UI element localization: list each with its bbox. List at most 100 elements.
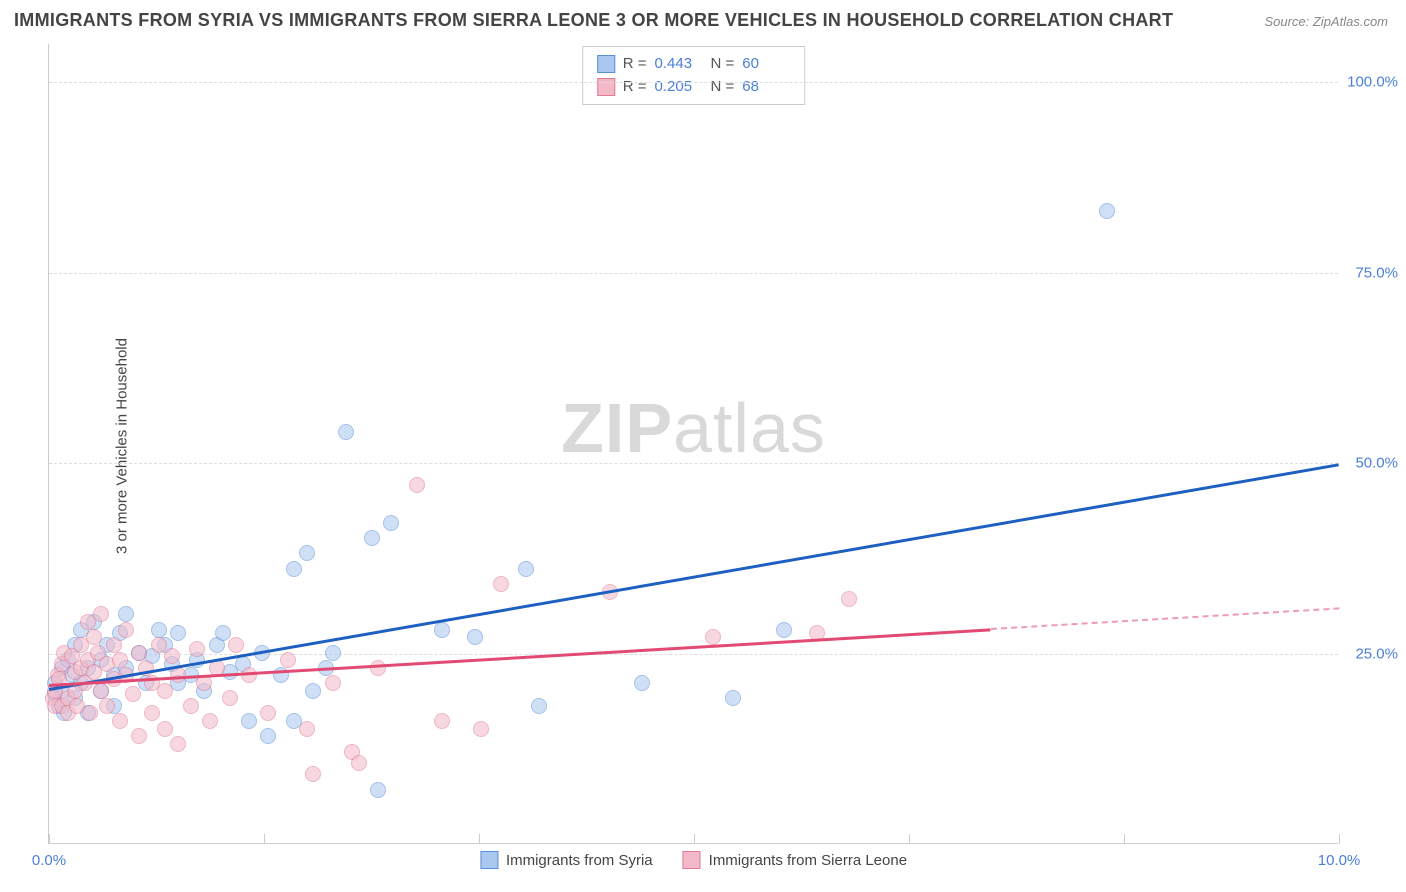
data-point (705, 629, 721, 645)
data-point (409, 477, 425, 493)
data-point (241, 667, 257, 683)
n-value: 68 (742, 76, 790, 99)
x-tick (694, 834, 695, 844)
trend-line-extrapolated (991, 608, 1339, 631)
data-point (241, 713, 257, 729)
data-point (725, 690, 741, 706)
data-point (125, 686, 141, 702)
y-tick-label: 25.0% (1342, 645, 1398, 662)
data-point (157, 683, 173, 699)
data-point (164, 648, 180, 664)
r-value: 0.443 (655, 53, 703, 76)
data-point (202, 713, 218, 729)
legend-item: Immigrants from Sierra Leone (683, 851, 907, 869)
data-point (299, 545, 315, 561)
data-point (1099, 203, 1115, 219)
data-point (383, 515, 399, 531)
data-point (93, 606, 109, 622)
gridline (49, 273, 1338, 274)
data-point (151, 622, 167, 638)
data-point (634, 675, 650, 691)
data-point (112, 713, 128, 729)
data-point (260, 728, 276, 744)
series-legend: Immigrants from Syria Immigrants from Sie… (480, 851, 907, 869)
data-point (841, 591, 857, 607)
data-point (189, 641, 205, 657)
data-point (118, 622, 134, 638)
data-point (144, 705, 160, 721)
legend-swatch (480, 851, 498, 869)
r-label: R = (623, 76, 647, 99)
data-point (776, 622, 792, 638)
data-point (82, 705, 98, 721)
data-point (222, 690, 238, 706)
gridline (49, 82, 1338, 83)
data-point (131, 728, 147, 744)
data-point (106, 637, 122, 653)
data-point (434, 622, 450, 638)
data-point (280, 652, 296, 668)
x-tick-label: 0.0% (32, 852, 66, 869)
data-point (228, 637, 244, 653)
data-point (93, 683, 109, 699)
data-point (518, 561, 534, 577)
data-point (260, 705, 276, 721)
chart-title: IMMIGRANTS FROM SYRIA VS IMMIGRANTS FROM… (14, 10, 1173, 31)
data-point (86, 629, 102, 645)
source-attribution: Source: ZipAtlas.com (1264, 14, 1388, 29)
legend-label: Immigrants from Syria (506, 852, 653, 869)
data-point (434, 713, 450, 729)
x-tick (909, 834, 910, 844)
legend-item: Immigrants from Syria (480, 851, 653, 869)
data-point (370, 782, 386, 798)
data-point (99, 698, 115, 714)
data-point (338, 424, 354, 440)
n-label: N = (711, 53, 735, 76)
data-point (325, 675, 341, 691)
x-tick (479, 834, 480, 844)
correlation-stats-legend: R = 0.443 N = 60 R = 0.205 N = 68 (582, 46, 806, 105)
data-point (531, 698, 547, 714)
stats-row: R = 0.443 N = 60 (597, 53, 791, 76)
data-point (351, 755, 367, 771)
data-point (305, 683, 321, 699)
data-point (370, 660, 386, 676)
data-point (305, 766, 321, 782)
y-tick-label: 100.0% (1342, 74, 1398, 91)
legend-swatch (683, 851, 701, 869)
r-label: R = (623, 53, 647, 76)
data-point (325, 645, 341, 661)
gridline (49, 463, 1338, 464)
legend-label: Immigrants from Sierra Leone (709, 852, 907, 869)
y-tick-label: 50.0% (1342, 455, 1398, 472)
r-value: 0.205 (655, 76, 703, 99)
data-point (493, 576, 509, 592)
data-point (467, 629, 483, 645)
watermark-bold: ZIP (561, 389, 673, 467)
n-label: N = (711, 76, 735, 99)
trend-line (49, 463, 1339, 690)
data-point (131, 645, 147, 661)
x-tick (49, 834, 50, 844)
data-point (118, 606, 134, 622)
legend-swatch (597, 55, 615, 73)
data-point (157, 721, 173, 737)
x-tick (264, 834, 265, 844)
legend-swatch (597, 78, 615, 96)
watermark-rest: atlas (673, 389, 826, 467)
data-point (473, 721, 489, 737)
x-tick-label: 10.0% (1318, 852, 1361, 869)
data-point (112, 652, 128, 668)
n-value: 60 (742, 53, 790, 76)
data-point (286, 561, 302, 577)
data-point (170, 625, 186, 641)
data-point (183, 698, 199, 714)
scatter-plot-area: ZIPatlas R =0.443N =60R =0.205N =68 Immi… (48, 44, 1338, 844)
data-point (299, 721, 315, 737)
y-tick-label: 75.0% (1342, 264, 1398, 281)
x-tick (1339, 834, 1340, 844)
data-point (170, 736, 186, 752)
data-point (364, 530, 380, 546)
x-tick (1124, 834, 1125, 844)
watermark: ZIPatlas (561, 388, 826, 468)
